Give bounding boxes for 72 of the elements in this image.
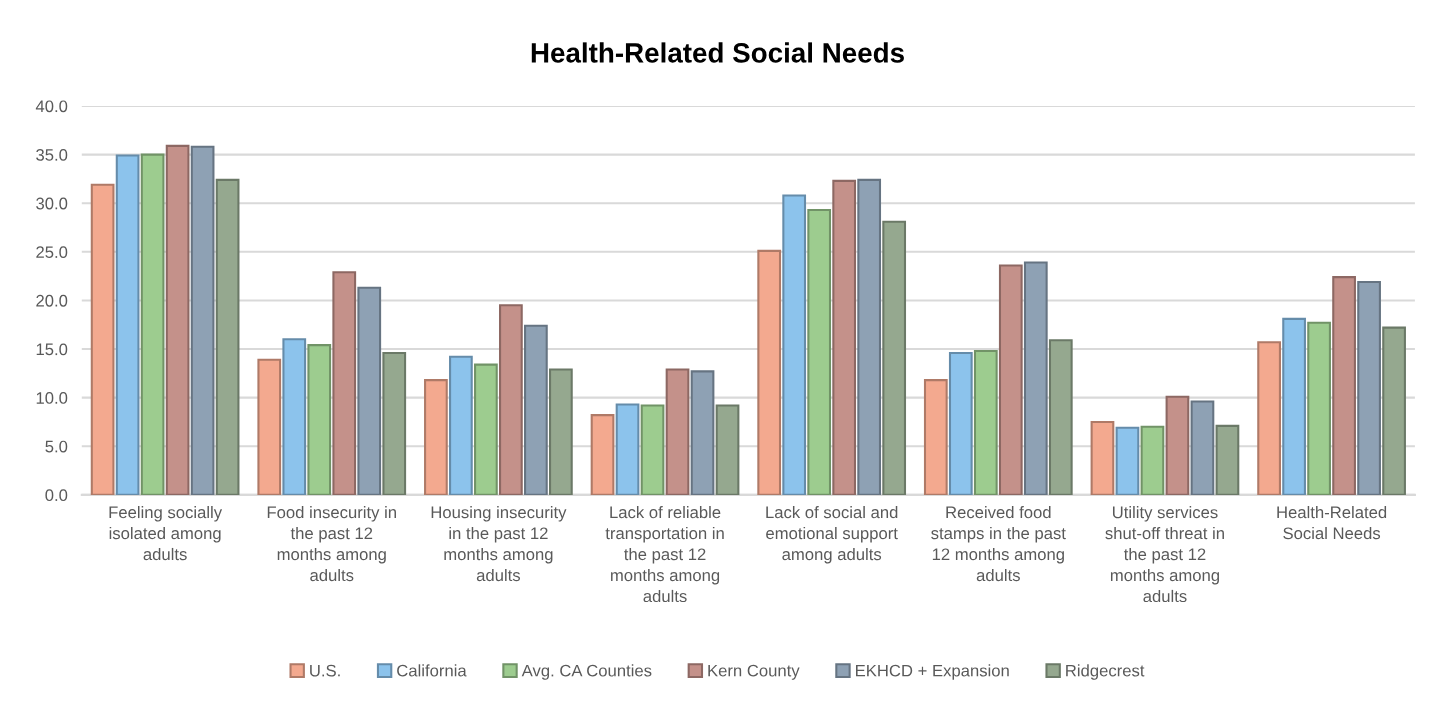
- legend-label: EKHCD + Expansion: [856, 664, 1009, 680]
- legend-label: Avg. CA Counties: [521, 664, 652, 680]
- legend-label: Ridgecrest: [1066, 664, 1145, 680]
- x-tick-label: Lack of reliable transportation in the past 12 months among adults: [605, 505, 724, 603]
- bar: [782, 194, 807, 495]
- bar: [857, 178, 882, 495]
- bar: [357, 286, 382, 495]
- bar: [1048, 339, 1073, 495]
- bar: [640, 404, 665, 495]
- bar: [1215, 424, 1240, 495]
- bar: [1140, 425, 1165, 495]
- chart-title: Health-Related Social Needs: [531, 42, 904, 63]
- bar: [140, 153, 165, 495]
- x-tick-label: Utility services shut-off threat in the past 12 months among adults: [1105, 505, 1224, 603]
- bar: [474, 363, 498, 495]
- bar: [215, 178, 240, 495]
- bar: [307, 344, 332, 495]
- y-tick-label: 10.0: [36, 392, 68, 404]
- y-tick-label: 35.0: [36, 149, 68, 161]
- x-tick-label: Feeling socially isolated among adults: [109, 505, 223, 561]
- bar: [90, 183, 115, 495]
- legend-label: Kern County: [708, 664, 800, 680]
- bar: [1090, 420, 1115, 495]
- x-tick-label: Health-Related Social Needs: [1277, 505, 1387, 540]
- bar: [615, 403, 640, 495]
- bar: [1115, 426, 1140, 495]
- bar: [807, 208, 832, 495]
- legend-label: California: [397, 664, 467, 677]
- y-tick-label: 0.0: [45, 489, 68, 502]
- bar: [282, 338, 307, 495]
- bar: [757, 249, 782, 495]
- bar: [998, 264, 1023, 495]
- bar: [1165, 395, 1190, 495]
- bar: [1332, 276, 1356, 495]
- bar: [1190, 400, 1215, 495]
- y-tick-label: 30.0: [36, 197, 68, 210]
- legend-label: U.S.: [310, 664, 340, 677]
- bar: [190, 145, 215, 495]
- bar: [1257, 341, 1281, 495]
- x-tick-label: Lack of social and emotional support among adults: [766, 505, 898, 564]
- bar: [665, 368, 690, 495]
- bar: [115, 154, 140, 495]
- bar: [449, 355, 473, 495]
- bar: [715, 404, 740, 495]
- y-tick-label: 20.0: [36, 294, 68, 307]
- y-tick-label: 5.0: [45, 440, 68, 453]
- x-tick-label: Food insecurity in the past 12 months among adults: [267, 505, 396, 582]
- y-tick-label: 40.0: [35, 100, 68, 113]
- x-tick-label: Housing insecurity in the past 12 months among adults: [431, 505, 567, 582]
- bar: [1307, 321, 1331, 495]
- bar: [882, 220, 907, 495]
- y-tick-label: 25.0: [36, 246, 68, 259]
- bar: [382, 351, 407, 495]
- bar: [499, 304, 523, 495]
- bar: [424, 379, 448, 495]
- bar: [332, 271, 357, 495]
- y-tick-label: 15.0: [36, 343, 68, 356]
- bar: [923, 379, 948, 495]
- bar: [690, 370, 715, 495]
- bar: [1282, 317, 1306, 495]
- bar: [973, 349, 998, 495]
- bar: [1357, 280, 1381, 495]
- bar: [832, 179, 857, 495]
- bar: [257, 358, 282, 495]
- bar: [590, 414, 615, 495]
- bar: [1023, 261, 1048, 495]
- bar: [948, 351, 973, 495]
- bar: [549, 368, 573, 495]
- bar: [1382, 326, 1406, 495]
- bar: [524, 324, 548, 495]
- bar: [165, 144, 190, 495]
- x-tick-label: Received food stamps in the past 12 months among adults: [931, 505, 1066, 582]
